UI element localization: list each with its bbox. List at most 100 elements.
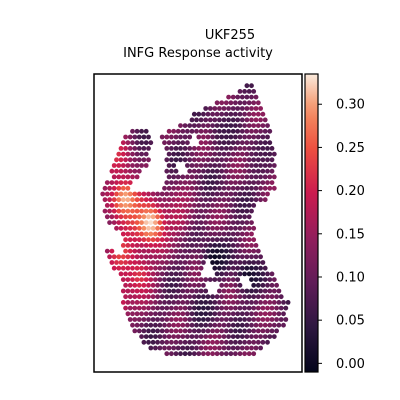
spot [253, 322, 259, 328]
spot [269, 180, 275, 186]
spot [155, 282, 161, 288]
spot [233, 180, 238, 186]
spot [116, 185, 122, 191]
spot [123, 214, 128, 220]
spot [283, 317, 289, 322]
spot [159, 203, 165, 208]
spot [265, 328, 270, 334]
spot [219, 260, 225, 265]
spot [230, 174, 236, 180]
spot [175, 288, 181, 294]
spot [226, 265, 232, 271]
spot [166, 231, 172, 237]
spot [274, 305, 279, 311]
spot [221, 254, 227, 260]
spot [269, 282, 275, 288]
spot [187, 271, 193, 277]
spot [258, 322, 263, 328]
spot [230, 128, 236, 134]
spot [226, 140, 232, 146]
spot [244, 220, 250, 226]
spot [223, 351, 229, 357]
spot [214, 294, 220, 300]
spot [107, 254, 112, 260]
spot [191, 111, 197, 117]
spot [262, 322, 268, 328]
spot [127, 305, 133, 311]
spot [251, 248, 257, 254]
spot [269, 317, 275, 322]
spot [185, 140, 190, 146]
spot [178, 339, 183, 345]
spot [139, 220, 145, 226]
spot [155, 214, 161, 220]
spot [228, 305, 234, 311]
spot [150, 339, 156, 345]
spot [180, 140, 186, 146]
spot [185, 265, 190, 271]
spot [107, 220, 112, 226]
spot [207, 117, 213, 123]
spot [164, 328, 170, 334]
spot [150, 191, 156, 197]
spot [150, 328, 156, 334]
spot [271, 322, 277, 328]
spot [166, 277, 172, 282]
spot [201, 248, 206, 254]
spot [148, 311, 154, 317]
spot [123, 248, 128, 254]
spot [155, 271, 161, 277]
spot [203, 117, 209, 123]
spot [139, 208, 145, 214]
spot [265, 339, 270, 345]
spot [221, 151, 227, 157]
spot [146, 191, 151, 197]
spot [228, 123, 234, 128]
spot [230, 151, 236, 157]
spot [219, 123, 225, 128]
spot [271, 300, 277, 305]
spot [244, 197, 250, 203]
spot [205, 111, 211, 117]
spot [175, 322, 181, 328]
colorbar-tick-label: 0.30 [336, 98, 365, 113]
spot [148, 265, 154, 271]
spot [198, 185, 204, 191]
spot [194, 254, 199, 260]
spot [189, 334, 195, 339]
spot [198, 322, 204, 328]
spot [130, 151, 135, 157]
spot [267, 311, 273, 317]
spot [214, 180, 220, 186]
spot [237, 134, 243, 140]
spot [207, 345, 213, 351]
spot [217, 243, 222, 248]
spot [123, 282, 128, 288]
spot [267, 185, 273, 191]
spot [109, 214, 115, 220]
spot [169, 168, 174, 174]
spot [187, 317, 193, 322]
spot [223, 123, 229, 128]
spot [120, 140, 126, 146]
spot [239, 208, 245, 214]
spot [226, 208, 232, 214]
spot [169, 351, 174, 357]
spot [187, 328, 193, 334]
spot [221, 334, 227, 339]
spot [157, 231, 163, 237]
spot [187, 168, 193, 174]
spot [265, 168, 270, 174]
spot [237, 157, 243, 163]
spot [221, 231, 227, 237]
spot [237, 180, 243, 186]
spot [162, 243, 167, 248]
spot [226, 220, 232, 226]
spot [235, 185, 241, 191]
spot [120, 265, 126, 271]
spot [214, 237, 220, 243]
spot [134, 277, 140, 282]
spot [182, 260, 188, 265]
spot [198, 231, 204, 237]
spot [235, 140, 241, 146]
